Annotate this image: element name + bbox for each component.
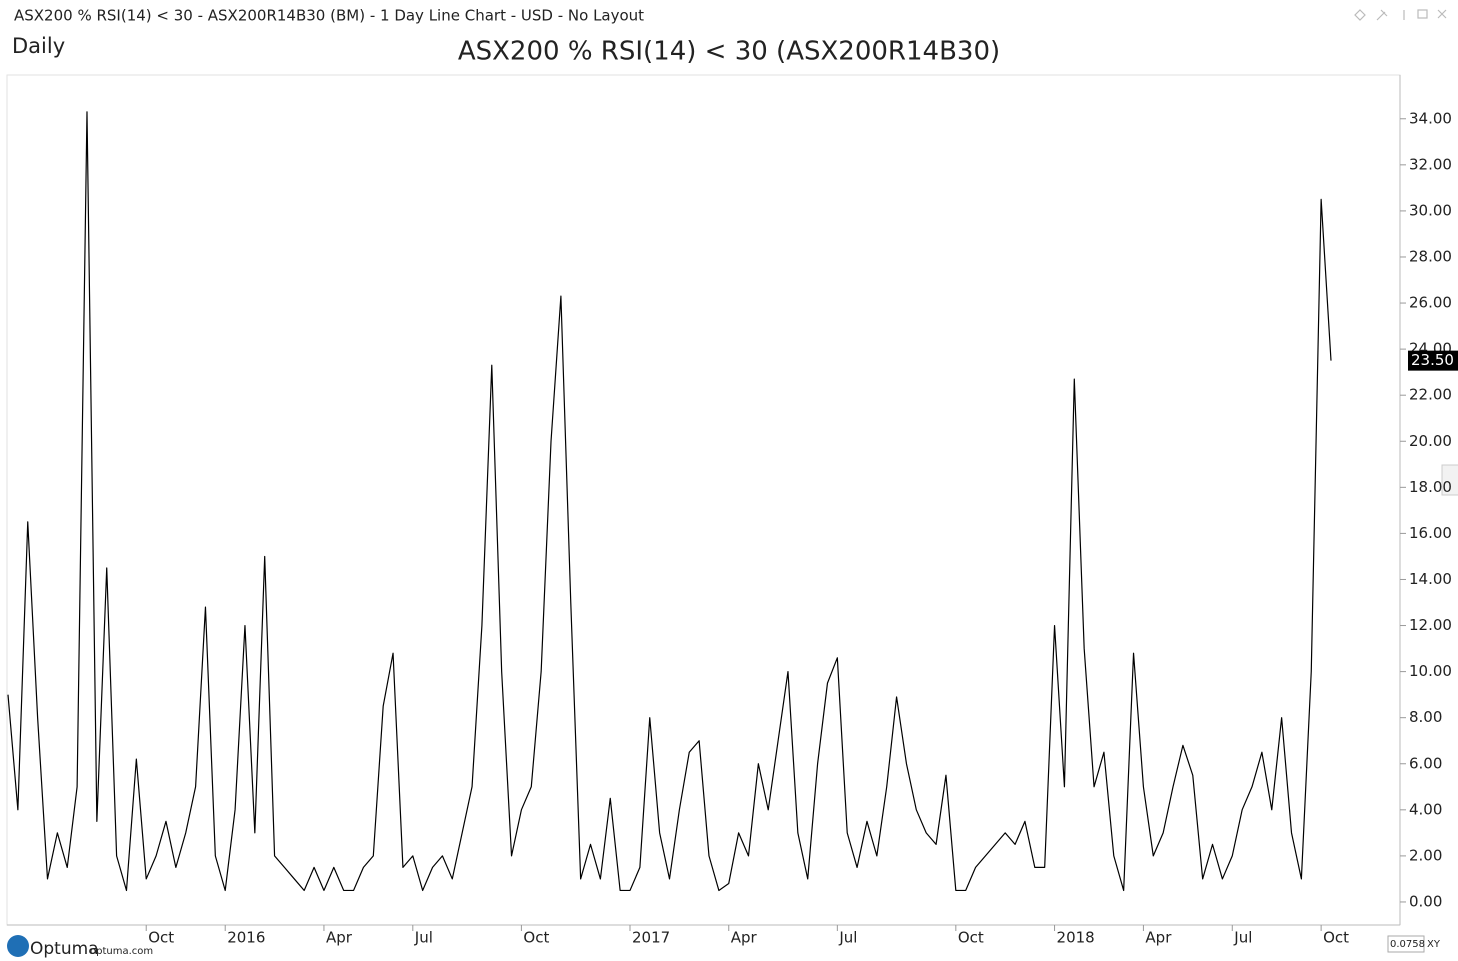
x-tick-label: Oct: [148, 929, 174, 947]
y-tick-label: 0.00: [1409, 892, 1442, 910]
x-tick-label: Oct: [523, 929, 549, 947]
zoom-value: 0.0758: [1390, 939, 1425, 950]
y-tick-label: 30.00: [1409, 201, 1452, 219]
data-line: [7, 111, 1332, 892]
panel-toggle[interactable]: [1441, 464, 1458, 496]
axis-mode[interactable]: XY: [1427, 939, 1441, 950]
y-tick-label: 22.00: [1409, 386, 1452, 404]
window-title: ASX200 % RSI(14) < 30 - ASX200R14B30 (BM…: [14, 7, 644, 25]
pin-icon[interactable]: [1354, 9, 1366, 21]
y-tick-label: 34.00: [1409, 109, 1452, 127]
zoom-box[interactable]: [1387, 935, 1425, 953]
x-tick-label: Jul: [414, 929, 433, 947]
chart-title: ASX200 % RSI(14) < 30 (ASX200R14B30): [458, 37, 1000, 67]
x-tick-label: Oct: [1323, 929, 1349, 947]
x-tick-label: Apr: [326, 929, 353, 947]
logo-text: Optuma: [30, 939, 99, 959]
logo: Optuma optuma.com: [7, 935, 153, 959]
logo-mark: [7, 935, 29, 957]
x-tick-label: Oct: [958, 929, 984, 947]
y-tick-label: 12.00: [1409, 616, 1452, 634]
periodicity: Daily: [12, 34, 65, 58]
y-tick-label: 14.00: [1409, 570, 1452, 588]
x-tick-label: Apr: [1145, 929, 1172, 947]
last-value-label: 23.50: [1411, 351, 1454, 369]
close-icon[interactable]: [1437, 9, 1447, 19]
x-tick-label: Jul: [838, 929, 857, 947]
y-tick-label: 10.00: [1409, 662, 1452, 680]
dock-icon[interactable]: [1376, 9, 1388, 21]
y-tick-label: 2.00: [1409, 846, 1442, 864]
x-tick-label: Jul: [1233, 929, 1252, 947]
y-tick-label: 8.00: [1409, 708, 1442, 726]
y-tick-label: 18.00: [1409, 478, 1452, 496]
y-tick-label: 32.00: [1409, 155, 1452, 173]
y-tick-label: 28.00: [1409, 247, 1452, 265]
y-tick-label: 4.00: [1409, 800, 1442, 818]
x-tick-label: 2018: [1057, 929, 1095, 947]
y-tick-label: 6.00: [1409, 754, 1442, 772]
maximize-icon[interactable]: [1417, 9, 1428, 19]
logo-site: optuma.com: [90, 946, 153, 957]
x-tick-label: 2017: [632, 929, 670, 947]
window-controls[interactable]: [1354, 9, 1447, 21]
x-tick-label: 2016: [227, 929, 265, 947]
y-tick-label: 26.00: [1409, 294, 1452, 312]
y-tick-label: 20.00: [1409, 432, 1452, 450]
x-tick-label: Apr: [731, 929, 758, 947]
y-tick-label: 16.00: [1409, 524, 1452, 542]
last-value-badge: [1408, 350, 1458, 371]
